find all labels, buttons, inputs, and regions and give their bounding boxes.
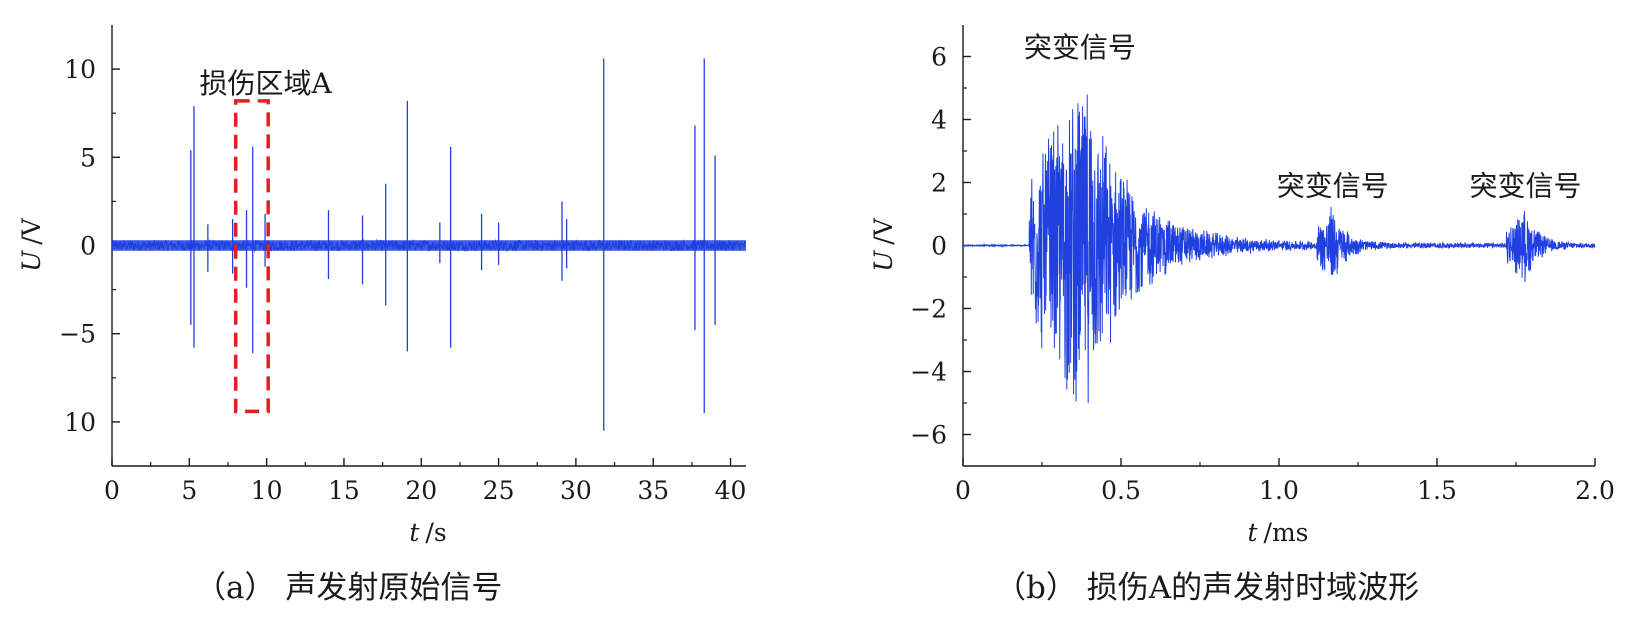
chart-b-y-tick-label: 0 xyxy=(931,232,947,261)
chart-a-x-tick-label: 20 xyxy=(405,476,437,505)
chart-a-x-tick-label: 5 xyxy=(181,476,197,505)
chart-a-y-unit: /V xyxy=(17,217,46,244)
chart-a-x-tick-label: 30 xyxy=(560,476,592,505)
chart-b-x-axis-label: t/ms xyxy=(1247,518,1308,547)
chart-b-burst-label: 突变信号 xyxy=(1277,170,1389,203)
chart-b-x-tick-label: 2.0 xyxy=(1575,476,1615,505)
chart-a-x-axis-label: t/s xyxy=(409,518,446,547)
chart-b-y-axis-label: U/V xyxy=(869,217,898,272)
chart-b-x-unit: /ms xyxy=(1264,518,1309,547)
chart-a-y-axis-label: U/V xyxy=(17,217,46,272)
chart-a-x-tick-label: 10 xyxy=(251,476,283,505)
chart-b-x-tick-label: 0 xyxy=(955,476,971,505)
chart-a-x-tick-label: 40 xyxy=(715,476,747,505)
chart-b-x-tick-label: 1.0 xyxy=(1259,476,1299,505)
chart-b-x-var: t xyxy=(1247,518,1258,547)
chart-b-y-tick-label: −6 xyxy=(910,421,947,450)
chart-a-x-tick-label: 15 xyxy=(328,476,360,505)
chart-b-x-tick-label: 0.5 xyxy=(1101,476,1141,505)
chart-a-x-unit: /s xyxy=(425,518,446,547)
damage-region-box xyxy=(233,99,270,414)
chart-b-y-tick-label: 2 xyxy=(931,169,947,198)
chart-a-y-var: U xyxy=(17,250,46,272)
chart-b-y-tick-label: 4 xyxy=(931,106,947,135)
chart-a-caption: （a） 声发射原始信号 xyxy=(195,570,502,606)
chart-b-y-var: U xyxy=(869,250,898,272)
chart-a-x-tick-label: 25 xyxy=(483,476,515,505)
chart-a-y-tick-label: 10 xyxy=(64,55,96,84)
chart-a-x-tick-label: 0 xyxy=(104,476,120,505)
chart-a: 0 5 10 15 20 25 30 35 40 10 5 0 −5 10 损伤区域A t/s U/V （… xyxy=(17,25,746,606)
chart-a-y-tick-label: 0 xyxy=(80,232,96,261)
chart-b-x-tick-label: 1.5 xyxy=(1417,476,1457,505)
chart-b-y-unit: /V xyxy=(869,217,898,244)
chart-a-noise-fill xyxy=(112,240,746,251)
chart-b-waveform xyxy=(962,94,1596,404)
chart-b-burst-label: 突变信号 xyxy=(1469,170,1581,203)
chart-a-y-tick-label: 10 xyxy=(64,408,96,437)
chart-b-y-tick-label: −4 xyxy=(910,358,947,387)
chart-b-y-tick-label: 6 xyxy=(931,43,947,72)
chart-a-y-tick-label: −5 xyxy=(59,320,96,349)
chart-b-caption: （b） 损伤A的声发射时域波形 xyxy=(995,570,1419,606)
chart-a-x-var: t xyxy=(409,518,420,547)
chart-b-y-tick-label: −2 xyxy=(910,295,947,324)
chart-a-x-tick-label: 35 xyxy=(637,476,669,505)
chart-b-burst-label: 突变信号 xyxy=(1024,31,1136,64)
damage-region-label: 损伤区域A xyxy=(199,67,332,100)
chart-a-y-tick-label: 5 xyxy=(80,143,96,172)
